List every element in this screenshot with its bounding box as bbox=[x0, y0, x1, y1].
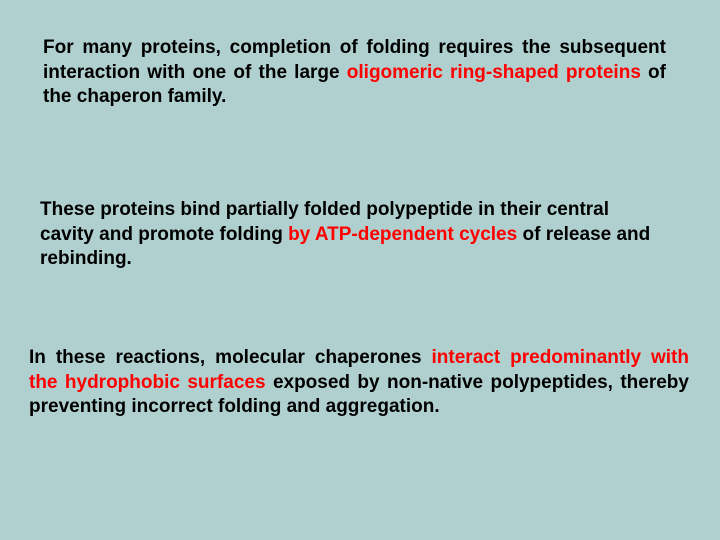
paragraph-3: In these reactions, molecular chaperones… bbox=[29, 346, 689, 420]
p3-pre: In these reactions, molecular chaperones bbox=[29, 347, 432, 368]
paragraph-2: These proteins bind partially folded pol… bbox=[40, 198, 665, 272]
slide: For many proteins, completion of folding… bbox=[0, 0, 720, 540]
paragraph-1: For many proteins, completion of folding… bbox=[43, 36, 666, 110]
p1-highlight: oligomeric ring-shaped proteins bbox=[347, 62, 641, 83]
p2-highlight: by ATP-dependent cycles bbox=[288, 224, 517, 245]
